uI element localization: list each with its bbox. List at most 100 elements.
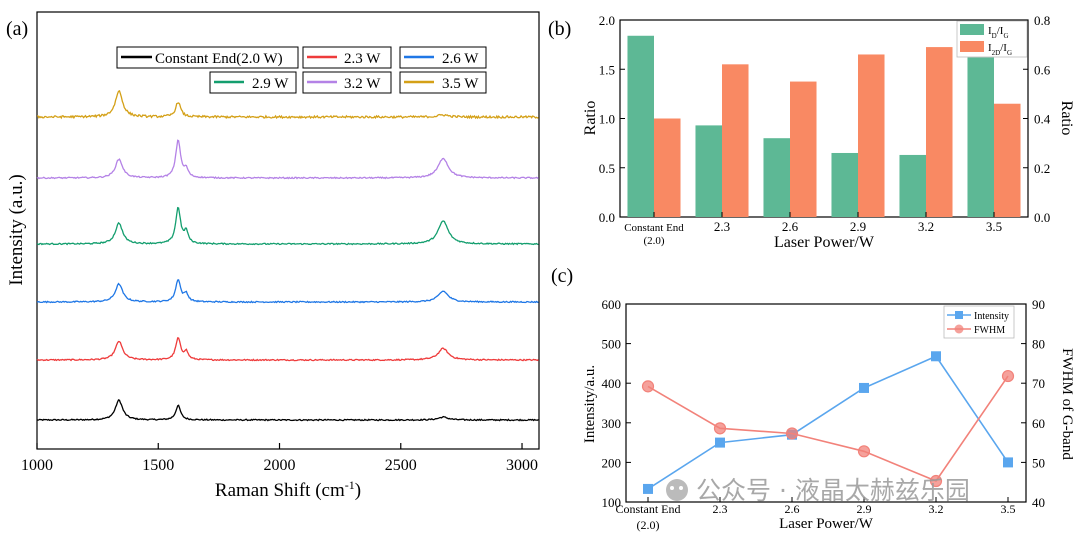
y-tick-right: 0.0 [1034,210,1050,225]
legend-item-3.2W: 3.2 W [302,71,392,94]
point-FWHM-2.6 [785,427,799,440]
x-tick-label: 2.9 [857,502,872,516]
panel-b-ylabel-right: Ratio [1058,101,1075,136]
panel-b-label: (b) [548,18,571,40]
x-tick-label: 1500 [142,457,174,474]
legend-label-intensity: Intensity [974,311,1009,322]
panel-b-legend: ID/IG I2D/IG [956,20,1028,58]
y-tick-left: 200 [602,455,622,470]
legend-label-i2d-ig: I2D/IG [988,42,1012,57]
y-tick-left: 2.0 [599,13,615,28]
x-tick-label: 2.3 [714,219,730,234]
x-tick-label: 3000 [506,457,538,474]
legend-marker-intensity [955,311,963,319]
panel-a-frame [36,11,540,450]
point-FWHM-Constant End [641,380,655,393]
bar-i2d-ig-Constant End [654,118,681,217]
x-tick-label: 2.6 [785,502,800,516]
spectrum-3.2 W [36,139,539,180]
spectrum-2.9 W [36,206,539,246]
panel-c-xlabel: Laser Power/W [779,516,874,532]
y-tick-right: 70 [1032,376,1045,391]
bar-i2d-ig-2.9 [858,54,885,217]
x-tick-label: 3.2 [918,219,934,234]
bar-id-ig-2.6 [763,138,790,217]
bar-i2d-ig-2.3 [722,64,749,217]
legend-label-fwhm: FWHM [974,325,1005,336]
bar-id-ig-2.9 [831,152,858,217]
panel-b-bars [627,35,1021,218]
point-FWHM-3.5 [1001,369,1015,383]
x-tick-label: Constant End [616,502,681,516]
legend-swatch-i2d-ig [960,41,984,52]
panel-a-ylabel: Intensity (a.u.) [6,174,27,285]
point-FWHM-2.9 [857,445,871,458]
point-FWHM-3.2 [929,474,943,488]
y-tick-left: 0.0 [599,210,615,225]
y-tick-left: 300 [602,416,622,431]
legend-label: 2.9 W [252,76,289,92]
spectrum-2.6 W [36,279,539,304]
spectrum-3.5 W [36,89,539,120]
panel-a-x-ticks: 1000 1500 2000 2500 3000 [21,443,538,474]
legend-label: 3.5 W [442,76,479,92]
bar-id-ig-2.3 [695,125,722,217]
y-tick-right: 0.6 [1034,62,1051,77]
legend-item-2.0W: Constant End(2.0 W) [116,46,299,69]
x-tick-label: 2500 [385,457,417,474]
panel-c-ylabel-left: Intensity/a.u. [582,365,598,443]
x-tick-sublabel: (2.0) [643,235,664,247]
legend-label: 2.6 W [442,51,479,67]
panel-c-ylabel-right: FWHM of G-band [1059,348,1075,460]
y-tick-left: 1.0 [599,112,615,127]
bar-id-ig-3.5 [967,57,994,218]
watermark-text: 公众号 · 液晶太赫兹乐园 [696,476,970,505]
legend-item-3.5W: 3.5 W [399,71,487,94]
x-tick-label: 2000 [264,457,296,474]
point-Intensity-2.3 [715,437,725,448]
bar-i2d-ig-3.5 [994,103,1021,217]
point-FWHM-2.3 [713,422,727,435]
point-Intensity-2.9 [859,382,869,393]
y-tick-right: 0.8 [1034,13,1050,28]
spectrum-2.3 W [36,337,539,362]
legend-label: 2.3 W [344,51,381,67]
legend-label: 3.2 W [344,76,381,92]
panel-c-label: (c) [551,265,573,287]
y-tick-right: 40 [1032,495,1045,510]
watermark: 公众号 · 液晶太赫兹乐园 [666,476,970,505]
bar-id-ig-3.2 [899,154,926,217]
y-tick-right: 0.2 [1034,161,1050,176]
x-tick-label: 2.6 [782,219,799,234]
bar-i2d-ig-2.6 [790,81,817,217]
x-tick-label: 3.5 [986,219,1002,234]
y-tick-right: 0.4 [1034,112,1051,127]
y-tick-right: 60 [1032,416,1045,431]
y-tick-left: 600 [602,297,622,312]
x-tick-label: Constant End [624,222,684,234]
x-tick-label: 1000 [21,457,53,474]
panel-a-legend: Constant End(2.0 W) 2.3 W 2.6 W 2.9 W 3.… [116,46,487,94]
panel-c-frame [625,303,1027,503]
legend-item-2.9W: 2.9 W [209,71,297,94]
y-tick-left: 100 [602,495,622,510]
panel-a-xlabel: Raman Shift (cm-1) [215,478,361,501]
panel-c-lines [641,351,1015,494]
legend-marker-fwhm [954,324,964,334]
line-Intensity [647,355,1009,490]
x-tick-label: 2.9 [850,219,866,234]
y-tick-right: 50 [1032,455,1045,470]
panel-b-ylabel-left: Ratio [582,101,599,136]
panel-c-axes: 100 200 300 400 500 600 40 50 60 70 80 90 Constant E… [602,297,1046,532]
line-FWHM [647,375,1009,482]
x-tick-label: 3.5 [1001,502,1016,516]
legend-label-id-ig: ID/IG [988,25,1009,40]
bar-i2d-ig-3.2 [926,47,953,218]
legend-item-2.6W: 2.6 W [399,46,487,69]
panel-c-legend: Intensity FWHM [943,305,1015,339]
y-tick-right: 90 [1032,297,1045,312]
x-tick-label: 3.2 [929,502,944,516]
legend-item-2.3W: 2.3 W [302,46,392,69]
spectrum-Constant End(2.0 W) [36,399,539,422]
